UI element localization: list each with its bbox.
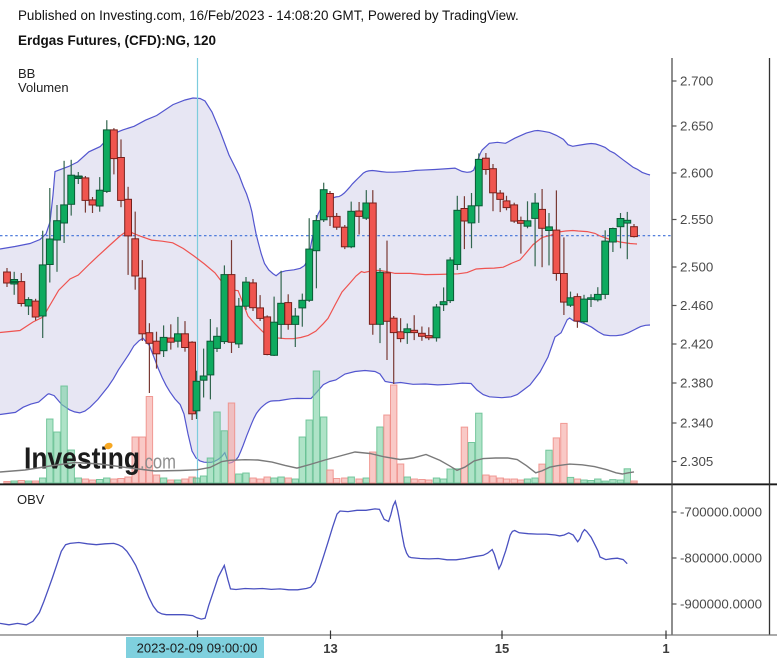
svg-text:2.420: 2.420 (680, 337, 713, 352)
svg-text:15: 15 (495, 641, 509, 656)
svg-text:Investing: Investing (24, 441, 140, 476)
svg-text:2.550: 2.550 (680, 212, 713, 227)
svg-text:2023-02-09 09:00:00: 2023-02-09 09:00:00 (137, 641, 258, 656)
svg-text:.com: .com (140, 452, 176, 474)
svg-text:13: 13 (323, 641, 337, 656)
svg-text:2.700: 2.700 (680, 74, 713, 89)
svg-text:BB: BB (18, 66, 35, 81)
svg-text:Erdgas Futures, (CFD):NG, 120: Erdgas Futures, (CFD):NG, 120 (18, 33, 216, 48)
svg-text:2.600: 2.600 (680, 166, 713, 181)
svg-text:-800000.0000: -800000.0000 (680, 551, 762, 566)
svg-text:Volumen: Volumen (18, 80, 69, 95)
svg-text:2.500: 2.500 (680, 260, 713, 275)
svg-text:Published on Investing.com, 16: Published on Investing.com, 16/Feb/2023 … (18, 8, 519, 23)
svg-text:2.380: 2.380 (680, 376, 713, 391)
svg-text:1: 1 (662, 641, 669, 656)
svg-text:2.340: 2.340 (680, 416, 713, 431)
svg-text:2.460: 2.460 (680, 298, 713, 313)
svg-text:OBV: OBV (17, 492, 45, 507)
svg-text:2.650: 2.650 (680, 119, 713, 134)
svg-text:2.305: 2.305 (680, 454, 713, 469)
svg-text:-700000.0000: -700000.0000 (680, 505, 762, 520)
svg-text:-900000.0000: -900000.0000 (680, 597, 762, 612)
